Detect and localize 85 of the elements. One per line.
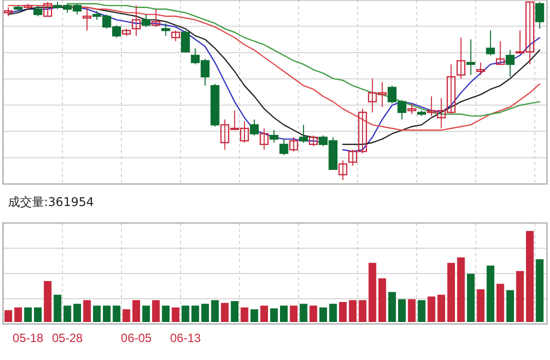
- bar: [162, 306, 170, 322]
- candlestick: [181, 30, 190, 52]
- bar: [339, 302, 347, 322]
- candlestick: [308, 135, 318, 147]
- bar: [476, 289, 484, 322]
- bar: [122, 309, 130, 322]
- bar: [14, 307, 22, 322]
- candlestick: [466, 38, 476, 76]
- bar: [496, 284, 504, 322]
- x-tick-label: 05-28: [52, 330, 84, 345]
- candlestick: [33, 5, 42, 17]
- bar: [388, 292, 396, 322]
- bar: [428, 296, 436, 322]
- bar: [64, 306, 72, 322]
- candlestick: [289, 136, 298, 152]
- bar: [132, 300, 140, 322]
- bar: [536, 259, 544, 322]
- candlestick: [250, 118, 259, 136]
- candlestick: [456, 37, 466, 80]
- bar: [280, 306, 288, 322]
- bar: [152, 300, 160, 322]
- bar: [4, 310, 12, 322]
- bar: [506, 290, 514, 322]
- candlestick: [476, 62, 486, 76]
- bar: [93, 306, 101, 322]
- candlestick: [43, 2, 52, 17]
- bar: [34, 307, 42, 322]
- candlestick: [151, 8, 160, 28]
- candlestick: [535, 2, 544, 30]
- candlestick: [82, 6, 92, 31]
- candlestick: [161, 22, 170, 36]
- bar: [466, 274, 475, 322]
- bar: [270, 308, 278, 322]
- bar: [182, 306, 190, 322]
- bar: [437, 294, 446, 322]
- bar: [516, 271, 524, 322]
- bar: [102, 306, 111, 322]
- candlestick: [506, 50, 515, 78]
- bar: [230, 301, 238, 322]
- bar: [447, 262, 455, 322]
- x-tick-label: 06-13: [170, 330, 202, 345]
- candlestick: [279, 138, 288, 156]
- candlestick: [407, 102, 416, 115]
- bar: [319, 307, 328, 322]
- bar: [240, 307, 248, 322]
- bar: [378, 278, 386, 322]
- bar: [201, 304, 209, 322]
- candlestick: [338, 160, 348, 180]
- bar: [486, 266, 494, 322]
- candlestick: [260, 128, 269, 150]
- bar: [73, 304, 82, 322]
- candlestick: [132, 5, 141, 36]
- bar: [348, 300, 357, 322]
- bar: [368, 262, 376, 322]
- bar: [112, 306, 120, 322]
- bar: [220, 302, 229, 322]
- bar: [329, 304, 337, 322]
- candlestick: [486, 30, 495, 56]
- x-tick-label: 05-18: [12, 330, 44, 345]
- bar: [54, 294, 62, 322]
- bar: [142, 306, 150, 322]
- bar: [24, 307, 32, 322]
- bar: [408, 299, 416, 322]
- candlestick: [299, 124, 308, 144]
- bar: [457, 257, 465, 322]
- bar: [191, 306, 200, 322]
- bar: [358, 300, 366, 322]
- candlestick: [270, 130, 278, 144]
- bar: [260, 306, 268, 322]
- bar: [300, 304, 308, 322]
- bar: [44, 281, 52, 322]
- candlestick: [171, 30, 180, 42]
- bar: [526, 231, 534, 322]
- bar: [290, 306, 298, 322]
- chart-title: 成交量:361954: [8, 195, 94, 209]
- bar: [172, 307, 180, 322]
- bar: [250, 309, 258, 322]
- bar: [398, 299, 406, 322]
- candlestick: [142, 14, 151, 28]
- bar: [418, 300, 426, 322]
- bar: [83, 300, 91, 322]
- x-tick-label: 06-05: [120, 330, 152, 345]
- candlestick: [496, 40, 505, 65]
- bar: [211, 300, 219, 322]
- bar: [310, 306, 318, 322]
